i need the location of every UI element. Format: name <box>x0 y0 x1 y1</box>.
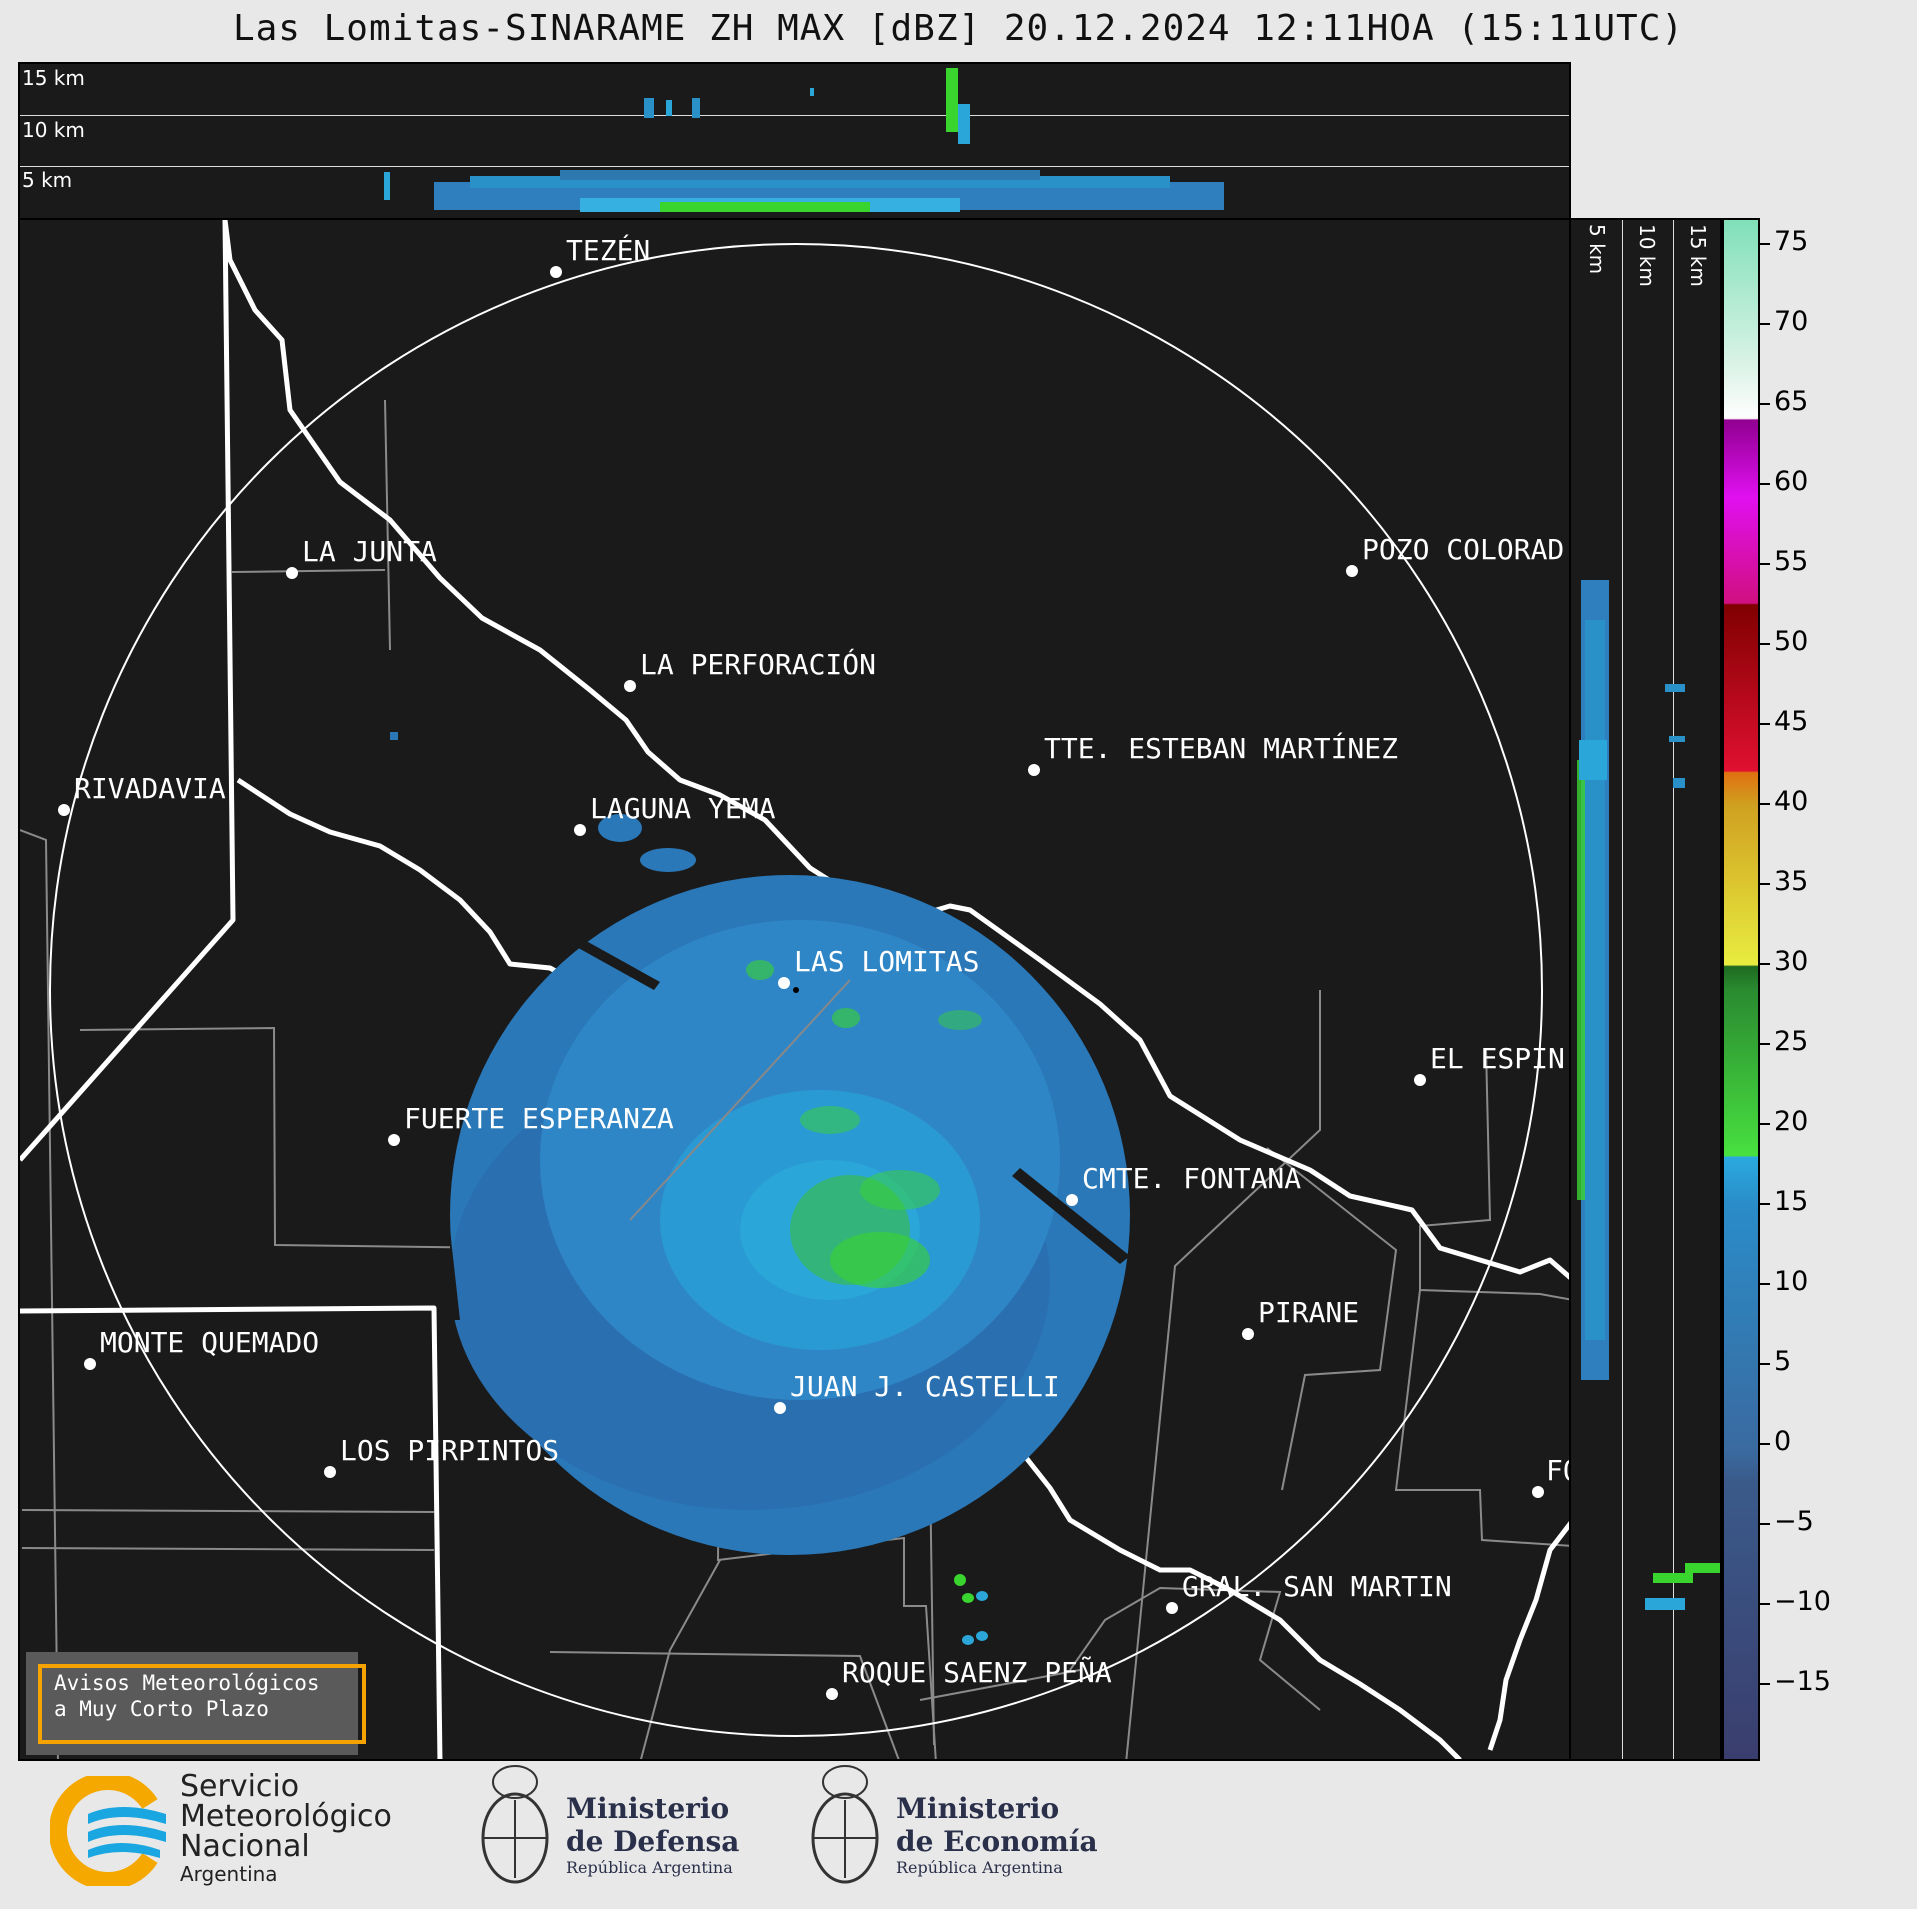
top-profile-echoes <box>384 68 1224 212</box>
city-label: LA JUNTA <box>302 535 437 568</box>
radar-range-circle <box>49 243 1543 1737</box>
city-label: JUAN J. CASTELLI <box>790 1370 1060 1403</box>
colorbar-tick-label: 15 <box>1774 1186 1809 1217</box>
economia-line2: de Economía <box>896 1825 1098 1858</box>
colorbar-tick-label: 25 <box>1774 1026 1809 1057</box>
colorbar-tick-label: 20 <box>1774 1106 1809 1137</box>
colorbar-tick-label: 10 <box>1774 1266 1809 1297</box>
map-title: Las Lomitas-SINARAME ZH MAX [dBZ] 20.12.… <box>232 8 1685 49</box>
colorbar-tick-label: −15 <box>1774 1666 1831 1697</box>
city-label: CMTE. FONTANA <box>1082 1162 1302 1195</box>
warning-link[interactable]: Avisos Meteorológicos a Muy Corto Plazo <box>38 1664 366 1744</box>
colorbar-tick-label: 55 <box>1774 546 1809 577</box>
colorbar-tick-label: 60 <box>1774 466 1809 497</box>
coat-of-arms-icon <box>481 1765 549 1884</box>
defensa-line3: República Argentina <box>566 1858 733 1877</box>
city-label: POZO COLORAD <box>1362 533 1565 566</box>
top-vertical-profile: 15 km 10 km 5 km <box>18 62 1571 220</box>
colorbar-tick-label: 35 <box>1774 866 1809 897</box>
city-label: RIVADAVIA <box>74 772 226 805</box>
defensa-line2: de Defensa <box>566 1825 740 1858</box>
colorbar-gradient <box>1724 220 1758 1759</box>
city-label: LA PERFORACIÓN <box>640 648 877 681</box>
altitude-label: 15 km <box>1686 224 1710 287</box>
defensa-line1: Ministerio <box>566 1792 730 1825</box>
colorbar-tick-label: 30 <box>1774 946 1809 977</box>
altitude-line <box>20 166 1569 167</box>
side-vertical-profile: 5 km 10 km 15 km <box>1569 218 1722 1761</box>
colorbar-tick-label: 40 <box>1774 786 1809 817</box>
city-label: LAS LOMITAS <box>794 945 980 978</box>
city-label: MONTE QUEMADO <box>100 1326 320 1359</box>
colorbar-tick-label: −5 <box>1774 1506 1814 1537</box>
colorbar-tick-label: −10 <box>1774 1586 1831 1617</box>
economia-line3: República Argentina <box>896 1858 1063 1877</box>
altitude-line <box>1673 220 1674 1759</box>
altitude-label: 5 km <box>22 168 73 192</box>
coat-of-arms-icon <box>811 1765 879 1884</box>
smn-name-line3: Nacional <box>180 1829 310 1864</box>
city-label: GRAL. SAN MARTIN <box>1182 1570 1452 1603</box>
city-label: TTE. ESTEBAN MARTÍNEZ <box>1044 732 1399 765</box>
city-label: ROQUE SAENZ PEÑA <box>842 1656 1112 1689</box>
smn-name-line2: Meteorológico <box>180 1799 392 1834</box>
altitude-line <box>20 115 1569 116</box>
smn-name-line4: Argentina <box>180 1862 278 1886</box>
city-label: FUERTE ESPERANZA <box>404 1102 674 1135</box>
smn-name-line1: Servicio <box>180 1769 300 1804</box>
altitude-label: 5 km <box>1585 224 1609 275</box>
warning-line-1: Avisos Meteorológicos <box>54 1671 320 1695</box>
side-profile-echoes <box>1577 580 1720 1610</box>
colorbar-tick-label: 45 <box>1774 706 1809 737</box>
altitude-label: 10 km <box>22 118 85 142</box>
warning-line-2: a Muy Corto Plazo <box>54 1697 269 1721</box>
city-label: TEZÉN <box>566 234 651 267</box>
radar-echoes <box>390 732 1130 1645</box>
economia-line1: Ministerio <box>896 1792 1060 1825</box>
colorbar-tick-label: 70 <box>1774 306 1809 337</box>
city-label: FO <box>1546 1454 1569 1487</box>
colorbar-tick-label: 75 <box>1774 226 1809 257</box>
radar-map[interactable]: TEZÉN LA JUNTA POZO COLORAD LA PERFORACI… <box>18 218 1571 1761</box>
map-graphics <box>20 220 1569 1759</box>
city-label: PIRANE <box>1258 1296 1360 1329</box>
city-label: LOS PIRPINTOS <box>340 1434 560 1467</box>
colorbar-tick-label: 65 <box>1774 386 1809 417</box>
smn-logo-icon <box>50 1776 166 1886</box>
colorbar-tick-label: 5 <box>1774 1346 1792 1377</box>
altitude-line <box>1622 220 1623 1759</box>
city-markers <box>58 266 1544 1700</box>
radar-site-marker <box>793 987 799 993</box>
city-label: LAGUNA YEMA <box>590 792 776 825</box>
colorbar-tick-label: 50 <box>1774 626 1809 657</box>
altitude-label: 15 km <box>22 66 85 90</box>
colorbar-tick-label: 0 <box>1774 1426 1792 1457</box>
reflectivity-colorbar <box>1722 218 1760 1761</box>
department-boundaries <box>20 399 1569 1759</box>
warning-link-box[interactable]: Avisos Meteorológicos a Muy Corto Plazo <box>26 1652 366 1755</box>
altitude-label: 10 km <box>1635 224 1659 287</box>
city-label: EL ESPIN <box>1430 1042 1565 1075</box>
